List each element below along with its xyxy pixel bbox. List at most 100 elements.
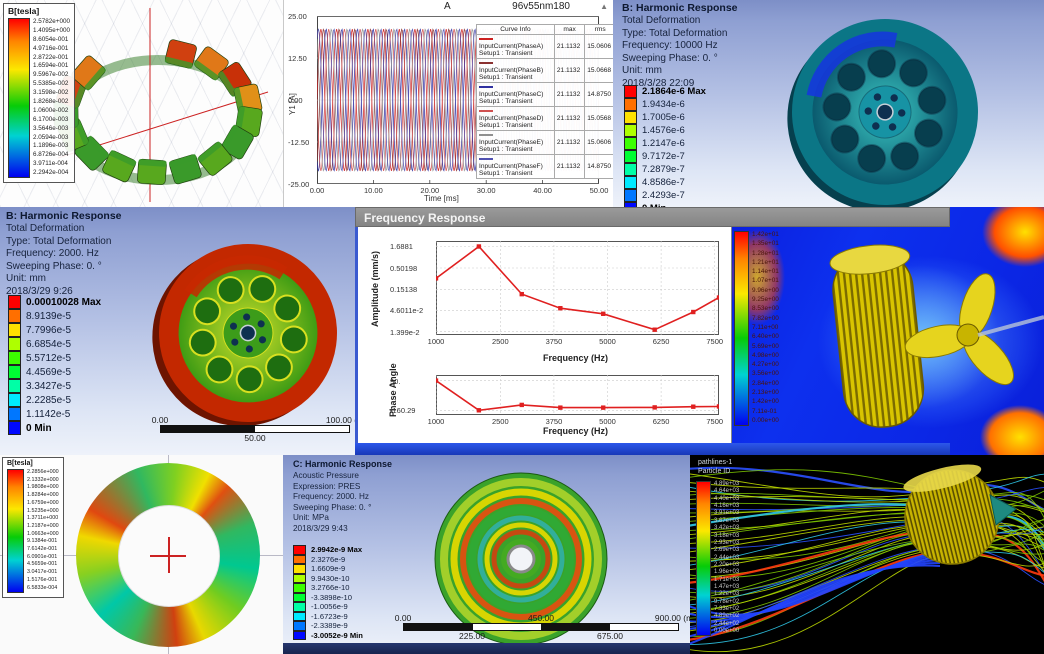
- streamline: [690, 553, 1044, 653]
- rect-shape: [193, 60, 219, 81]
- axis-tick-label: 4.6011e-2: [390, 306, 424, 316]
- acoustic-disc-model: [434, 472, 608, 646]
- scale-value: 4.89e+03: [714, 481, 740, 487]
- ruler-label: 225.00: [459, 631, 485, 641]
- scale-value: 4.8586e-7: [642, 177, 685, 188]
- ruler-label: 675.00: [597, 631, 623, 641]
- scale-value: -1.6723e-9: [311, 611, 348, 621]
- col-max: max: [553, 24, 586, 35]
- curve-rms: 14.8750: [584, 154, 616, 179]
- pin-icon: ▲: [600, 2, 608, 11]
- result-line: Frequency: 2000. Hz: [6, 248, 99, 259]
- scale-value: 2.69e+03: [714, 547, 740, 554]
- scale-entry: 0.00010028 Max: [8, 295, 101, 309]
- axis-tick-label: 2500: [491, 417, 509, 426]
- axis-tick-label: 12.50: [288, 54, 307, 63]
- col-curve-info: Curve Info: [476, 24, 555, 35]
- circle-shape: [188, 328, 217, 357]
- scale-value: 7.33e+02: [714, 606, 740, 613]
- axis-tick-label: -12.50: [288, 138, 310, 147]
- scale-swatch: [624, 202, 637, 207]
- scale-value: 1.07e+01: [752, 277, 779, 285]
- scale-value: 7.6142e-001: [27, 546, 58, 553]
- wheel-model: [787, 19, 978, 207]
- scale-value: 3.2766e-10: [311, 583, 350, 593]
- scale-value: 3.18e+03: [714, 532, 740, 539]
- scale-swatch: [293, 621, 306, 631]
- color-bar: [696, 481, 711, 637]
- data-point-marker: [519, 291, 524, 297]
- curve-name: InputCurrent(PhaseD): [479, 115, 544, 122]
- frequency-response-titlebar[interactable]: Frequency Response: [355, 207, 950, 227]
- circle-shape: [857, 144, 887, 173]
- axis-tick-label: 3750: [545, 417, 563, 426]
- scale-entry: 5.5712e-5: [8, 351, 101, 365]
- path-shape: [806, 31, 898, 98]
- axis-tick-label: 0.50198: [390, 264, 418, 273]
- legend-row: InputCurrent(PhaseD) Setup1 : Transient 21…: [476, 106, 616, 131]
- circle-shape: [917, 85, 947, 115]
- scale-value: 3.3427e-5: [26, 380, 72, 392]
- circle-shape: [477, 515, 565, 603]
- result-line: Sweeping Phase: 0. °: [6, 260, 102, 272]
- scale-value: 8.9139e-5: [26, 310, 72, 322]
- rect-shape: [72, 81, 87, 109]
- rect-shape: [197, 141, 222, 163]
- legend-row: InputCurrent(PhaseC) Setup1 : Transient 21…: [476, 82, 616, 107]
- legend-row: InputCurrent(PhaseE) Setup1 : Transient 21…: [476, 130, 616, 155]
- scale-value: 3.5646e-003: [33, 124, 69, 132]
- circle-shape: [257, 320, 265, 328]
- panel-maxwell-stator: B[tesla] 2.2856e+000 2.1332e+000 1.9808e+0…: [0, 455, 283, 654]
- circle-shape: [245, 345, 253, 353]
- g-shape: [220, 124, 254, 160]
- result-lines: Total Deformation Type: Total Deformation…: [6, 223, 122, 298]
- result-info: C: Harmonic Response Acoustic Pressure Ex…: [293, 458, 392, 534]
- scale-value: 3.42e+03: [714, 525, 740, 532]
- ellipse-shape: [903, 464, 982, 492]
- curve-max: 21.1132: [553, 58, 586, 83]
- scale-swatch: [8, 309, 21, 323]
- scale-value: -3.3898e-10: [311, 592, 352, 602]
- axis-tick-label: -25.00: [288, 180, 310, 189]
- curve-color-swatch: [479, 158, 493, 161]
- result-line: Type: Total Deformation: [622, 27, 728, 39]
- scale-value: 7.7996e-5: [26, 324, 72, 336]
- scale-entry: 4.4569e-5: [8, 365, 101, 379]
- phase-chart: 90. -160.29 1000 2500 3750 5000 6250 7500: [390, 375, 723, 426]
- pathlines-name: pathlines-1: [698, 459, 733, 466]
- path-shape: [989, 494, 1017, 526]
- circle-shape: [506, 544, 536, 574]
- circle-shape: [484, 522, 558, 596]
- scale-value: 4.64e+03: [714, 488, 740, 495]
- rect-shape: [436, 241, 719, 335]
- legend-values: 2.2856e+000 2.1332e+000 1.9808e+000 1.8284e…: [27, 469, 59, 591]
- scale-value: 1.96e+03: [714, 569, 740, 576]
- panel-cfd-velocity: contour-2 Velocity Magnitude 1.42e+011.3…: [720, 207, 1044, 455]
- axis-tick-label: 1.6881: [390, 242, 413, 252]
- data-point-marker: [652, 327, 657, 332]
- col-rms: rms: [584, 24, 616, 35]
- pathlines-header: pathlines-1 Particle ID: [698, 459, 732, 476]
- color-bar: [7, 469, 24, 593]
- scale-entry: 1.7005e-6: [624, 111, 706, 124]
- scale-value: 9.5967e-002: [33, 71, 69, 79]
- scale-value: 2.3276e-9: [311, 554, 346, 564]
- scale-value: 3.9711e-004: [33, 160, 68, 168]
- b-field-legend: B[tesla] 2.5782e+000 1.4095e+000 8.6054e-0…: [3, 3, 75, 184]
- circle-shape: [468, 506, 574, 612]
- rect-shape: [218, 71, 237, 97]
- curve-max: 21.1132: [553, 130, 586, 155]
- scale-value: 2.84e+00: [752, 379, 779, 387]
- scale-value: 1.2147e-6: [642, 138, 685, 149]
- curve-setup: Setup1 : Transient: [479, 122, 533, 129]
- curve-color-swatch: [479, 62, 493, 65]
- scale-ruler: 0.00 450.00 900.00 (mm) 225.00 675.00: [395, 613, 690, 641]
- circle-shape: [890, 94, 898, 102]
- result-line: Unit: mm: [622, 65, 662, 76]
- scale-value: 7.2879e-7: [642, 164, 685, 175]
- circle-shape: [265, 353, 293, 382]
- ruler-label: 450.00: [528, 613, 554, 623]
- circle-shape: [229, 322, 238, 330]
- curve-setup: Setup1 : Transient: [479, 74, 533, 81]
- scale-value: 1.6609e-9: [311, 564, 346, 574]
